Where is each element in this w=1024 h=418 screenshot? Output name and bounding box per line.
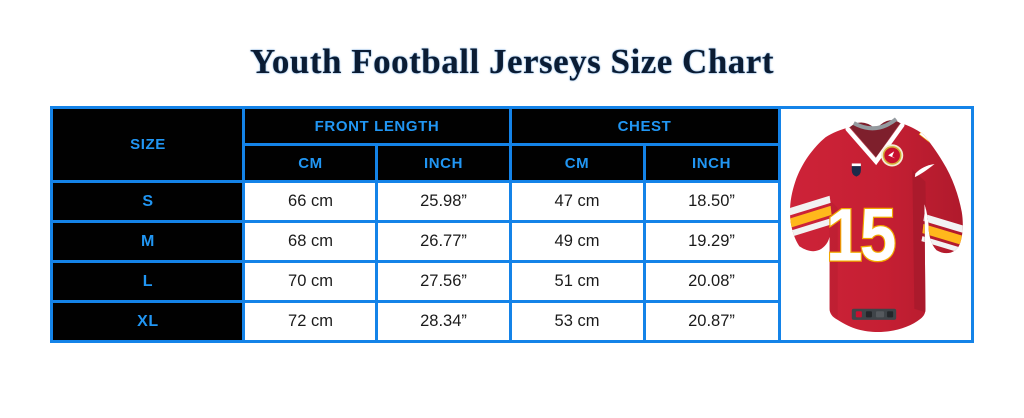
front-inch-cell: 28.34” [375, 300, 512, 343]
chest-inch-cell: 18.50” [642, 180, 781, 223]
chest-cm-cell: 53 cm [508, 300, 646, 343]
nike-swoosh-icon [914, 163, 935, 178]
table-row-s: S 66 cm 25.98” 47 cm 18.50” [50, 180, 972, 223]
table-row-xl: XL 72 cm 28.34” 53 cm 20.87” [50, 300, 972, 343]
front-cm-cell: 72 cm [242, 300, 379, 343]
chest-cm-cell: 49 cm [508, 220, 646, 263]
front-inch-cell: 27.56” [375, 260, 512, 303]
team-patch-icon [880, 144, 903, 167]
col-header-size: SIZE [50, 106, 246, 183]
jersey-number: 15 [825, 192, 894, 276]
neck-interior [849, 120, 900, 158]
table-row-m: M 68 cm 26.77” 49 cm 19.29” [50, 220, 972, 263]
collar-back-strip [852, 117, 897, 131]
front-inch-cell: 26.77” [375, 220, 512, 263]
jersey-side-panel [911, 169, 927, 313]
left-sleeve-stripes [789, 195, 833, 238]
chest-cm-cell: 47 cm [508, 180, 646, 223]
size-cell: S [50, 180, 246, 223]
chest-inch-cell: 19.29” [642, 220, 781, 263]
sub-header-chest-cm: CM [508, 143, 646, 183]
chest-cm-cell: 51 cm [508, 260, 646, 303]
sub-header-front-cm: CM [242, 143, 379, 183]
front-cm-cell: 66 cm [242, 180, 379, 223]
col-header-chest: CHEST [508, 106, 781, 146]
page-title: Youth Football Jerseys Size Chart [250, 42, 774, 81]
front-cm-cell: 70 cm [242, 260, 379, 303]
jersey-illustration: 15 15 [789, 117, 963, 332]
jersey-product-image: 15 15 [777, 106, 974, 343]
col-header-front-length: FRONT LENGTH [242, 106, 512, 146]
chest-inch-cell: 20.87” [642, 300, 781, 343]
nfl-shield-icon [851, 163, 861, 177]
collar-v-piping [844, 122, 905, 166]
size-cell: L [50, 260, 246, 303]
table-row-l: L 70 cm 27.56” 51 cm 20.08” [50, 260, 972, 303]
sub-header-chest-inch: INCH [642, 143, 781, 183]
sub-header-front-inch: INCH [375, 143, 512, 183]
size-chart-table: SIZE FRONT LENGTH CHEST [50, 106, 974, 343]
size-cell: XL [50, 300, 246, 343]
jock-tag [851, 308, 896, 320]
size-cell: M [50, 220, 246, 263]
front-inch-cell: 25.98” [375, 180, 512, 223]
chest-inch-cell: 20.08” [642, 260, 781, 303]
jersey-side-panel-left [829, 199, 838, 319]
right-sleeve-stripes [920, 213, 963, 254]
front-cm-cell: 68 cm [242, 220, 379, 263]
